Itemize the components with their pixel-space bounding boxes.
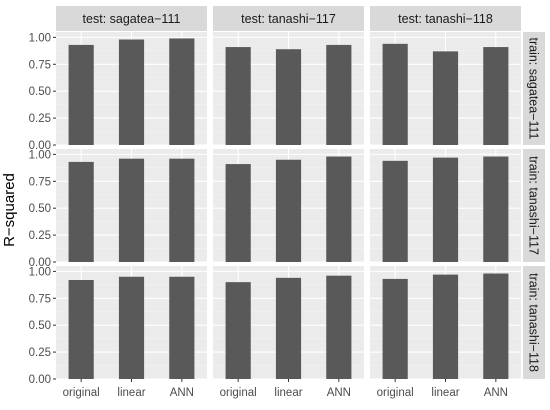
bar-linear (432, 274, 459, 379)
x-tick-label: original (220, 387, 257, 399)
bar-ann (169, 276, 195, 379)
column-strip-label: test: sagatea−111 (83, 12, 181, 26)
y-tick-label: 0.25 (29, 113, 51, 125)
row-strip-label: train: tanashi−117 (527, 156, 541, 255)
bar-linear (118, 158, 145, 262)
x-tick-label: ANN (327, 387, 351, 399)
y-tick-label: 0.25 (29, 347, 51, 359)
bar-ann (483, 156, 509, 262)
row-strip-label: train: tanashi−118 (527, 273, 541, 372)
y-tick-label: 1.00 (29, 149, 51, 161)
bar-linear (275, 159, 302, 262)
bar-original (382, 278, 408, 379)
bar-original (68, 44, 94, 145)
row-strip (523, 149, 545, 262)
bar-linear (118, 39, 145, 145)
x-tick-label: linear (117, 387, 145, 399)
column-strip (213, 6, 364, 31)
bar-ann (326, 156, 352, 262)
column-strip-label: test: tanashi−117 (241, 12, 336, 26)
bar-original (68, 161, 94, 262)
y-tick-label: 0.50 (29, 86, 51, 98)
y-tick-label: 0.25 (29, 230, 51, 242)
y-tick-label: 0.75 (29, 176, 51, 188)
bar-linear (432, 51, 459, 145)
bar-original (225, 164, 251, 262)
y-tick-label: 0.50 (29, 320, 51, 332)
bar-ann (483, 47, 509, 145)
row-strip-label: train: sagatea−111 (527, 37, 541, 139)
bar-original (68, 279, 94, 379)
column-strip (370, 6, 521, 31)
y-tick-label: 0.75 (29, 293, 51, 305)
x-tick-label: linear (431, 387, 459, 399)
x-tick-label: original (377, 387, 414, 399)
column-strip (56, 6, 207, 31)
y-tick-label: 1.00 (29, 266, 51, 278)
y-tick-label: 0.00 (29, 257, 51, 269)
bar-original (382, 43, 408, 145)
bar-linear (275, 277, 302, 379)
bar-original (225, 47, 251, 145)
y-tick-label: 0.00 (29, 374, 51, 386)
y-tick-label: 0.00 (29, 140, 51, 152)
x-tick-label: ANN (484, 387, 508, 399)
x-tick-label: original (63, 387, 100, 399)
bar-ann (483, 273, 509, 379)
y-tick-label: 0.50 (29, 203, 51, 215)
bar-ann (326, 44, 352, 145)
y-tick-label: 1.00 (29, 32, 51, 44)
bar-original (382, 160, 408, 262)
bar-original (225, 282, 251, 379)
bar-ann (326, 275, 352, 379)
bar-ann (169, 38, 195, 146)
bar-linear (118, 276, 145, 379)
y-axis-title: R−squared (1, 173, 18, 247)
x-tick-label: ANN (170, 387, 194, 399)
bar-linear (432, 157, 459, 262)
bar-ann (169, 158, 195, 262)
column-strip-label: test: tanashi−118 (398, 12, 493, 26)
y-tick-label: 0.75 (29, 59, 51, 71)
bar-linear (275, 49, 302, 145)
row-strip (523, 32, 545, 145)
row-strip (523, 266, 545, 379)
x-tick-label: linear (274, 387, 302, 399)
